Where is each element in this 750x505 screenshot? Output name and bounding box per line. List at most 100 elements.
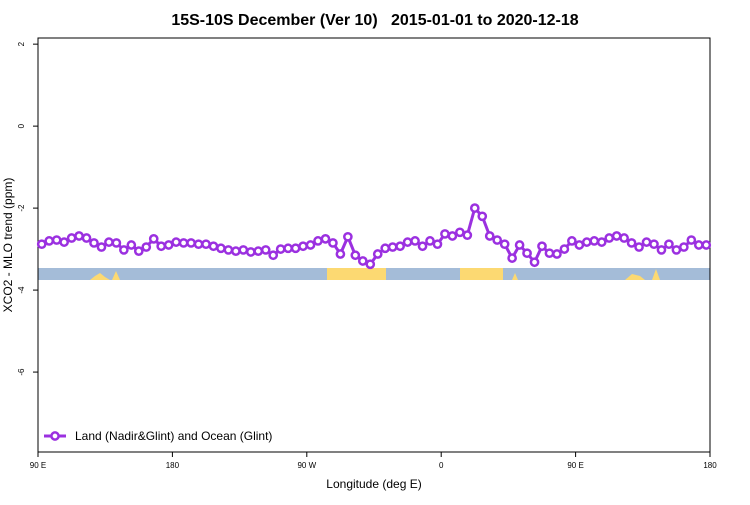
data-point [298, 241, 308, 252]
data-point [111, 238, 122, 248]
data-point [238, 245, 249, 255]
data-point [178, 238, 189, 248]
data-point [596, 237, 607, 247]
data-point [350, 250, 361, 261]
data-point [305, 240, 316, 250]
x-tick-label: 90 W [297, 461, 316, 470]
data-point [425, 236, 435, 246]
data-point [96, 242, 107, 252]
data-point [581, 237, 592, 247]
data-point [89, 238, 99, 248]
data-point [574, 240, 585, 250]
data-point [74, 231, 84, 241]
data-point [260, 245, 271, 255]
data-point [701, 240, 712, 250]
y-tick-label: -4 [17, 286, 26, 294]
data-point [537, 241, 547, 252]
data-point [335, 249, 346, 259]
data-point [507, 253, 517, 263]
data-point [343, 231, 353, 242]
data-point [522, 248, 532, 259]
data-point [126, 240, 137, 250]
data-point [604, 233, 615, 243]
x-tick-label: 90 E [30, 461, 46, 470]
y-tick-label: 0 [17, 123, 26, 128]
land-ocean-band [38, 268, 710, 280]
data-point [156, 241, 167, 252]
data-point [686, 235, 697, 245]
data-point [649, 239, 659, 250]
data-point [36, 239, 47, 250]
data-point [559, 244, 570, 254]
chart-title: 15S-10S December (Ver 10) 2015-01-01 to … [171, 12, 578, 29]
data-point [133, 246, 144, 256]
data-point [671, 245, 682, 255]
x-axis-label: Longitude (deg E) [326, 477, 421, 491]
data-point [141, 242, 152, 252]
data-point [417, 241, 428, 252]
data-point [216, 243, 226, 254]
data-point [492, 235, 503, 245]
data-point [611, 231, 622, 241]
data-point [634, 242, 644, 252]
data-point [201, 239, 211, 250]
data-point [552, 249, 562, 259]
data-point [328, 238, 338, 248]
data-point [619, 233, 629, 243]
data-point [313, 236, 323, 246]
data-point [484, 231, 495, 241]
data-point [656, 245, 667, 255]
data-point [268, 250, 279, 261]
data-point [499, 239, 510, 250]
data-point [119, 245, 129, 255]
data-point [171, 237, 181, 247]
data-point [440, 229, 450, 239]
data-point [208, 241, 219, 252]
data-point [283, 243, 293, 254]
plot-frame [37, 37, 711, 453]
data-point [447, 231, 458, 241]
data-point [320, 234, 331, 244]
data-point [148, 234, 159, 244]
x-tick-label: 0 [439, 461, 444, 470]
data-point [589, 236, 600, 246]
data-point [81, 233, 92, 243]
x-tick-label: 90 E [567, 461, 583, 470]
data-point [387, 242, 398, 252]
data-point [163, 240, 174, 250]
y-tick-label: -6 [17, 368, 26, 376]
data-point [395, 241, 405, 252]
data-point [641, 237, 652, 247]
data-point [223, 245, 234, 255]
data-point [372, 249, 383, 259]
x-tick-label: 180 [703, 461, 717, 470]
data-point [455, 227, 465, 238]
data-point [626, 238, 637, 248]
data-point [432, 239, 443, 250]
data-point [410, 236, 420, 246]
data-point [104, 237, 114, 247]
data-point [544, 248, 555, 259]
data-point [380, 243, 391, 254]
data-point [275, 244, 286, 254]
data-point [679, 242, 689, 252]
data-point [693, 240, 704, 250]
data-point [402, 237, 413, 247]
data-point [245, 247, 256, 257]
data-point [44, 236, 55, 246]
x-tick-label: 180 [166, 461, 180, 470]
data-point [253, 246, 264, 256]
y-tick-label: -2 [17, 204, 26, 212]
data-point [231, 246, 241, 256]
data-point [193, 239, 204, 250]
data-point [186, 238, 196, 248]
data-point [51, 235, 62, 245]
data-point [664, 239, 674, 250]
data-point [469, 203, 480, 213]
data-point [290, 243, 301, 254]
data-point [567, 236, 577, 246]
legend-marker [50, 431, 60, 441]
legend-label: Land (Nadir&Glint) and Ocean (Glint) [75, 429, 272, 443]
data-point [365, 259, 376, 270]
